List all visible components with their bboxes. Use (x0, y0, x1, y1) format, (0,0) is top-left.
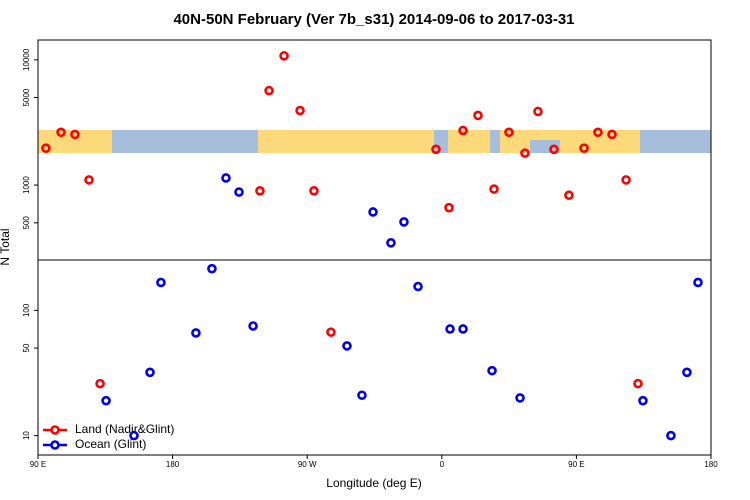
y-tick-label: 500 (22, 216, 31, 230)
legend-label: Ocean (Glint) (75, 437, 146, 451)
point (549, 144, 559, 155)
point (145, 367, 155, 378)
point (693, 277, 703, 288)
point (607, 129, 617, 140)
point (520, 148, 530, 158)
x-axis-label: Longitude (deg E) (326, 476, 421, 490)
point (234, 187, 244, 197)
point (682, 367, 692, 378)
point (221, 173, 231, 183)
y-tick-label: 5000 (22, 88, 31, 106)
point (70, 129, 80, 140)
point (101, 395, 111, 406)
legend-label: Land (Nadir&Glint) (75, 422, 174, 436)
point (489, 184, 499, 194)
point (458, 324, 468, 334)
point (593, 127, 603, 138)
point (487, 365, 497, 376)
point (357, 390, 367, 401)
point (191, 328, 201, 338)
legend: Land (Nadir&Glint)Ocean (Glint) (43, 422, 174, 451)
point (458, 125, 468, 136)
point (444, 202, 454, 213)
x-tick-label: 90 E (30, 460, 46, 469)
point (413, 281, 423, 292)
point (666, 430, 676, 441)
x-tick-label: 0 (440, 460, 445, 469)
legend-marker (50, 440, 60, 450)
point (386, 238, 396, 248)
map-band (38, 130, 711, 153)
point (431, 144, 441, 155)
y-tick-label: 10000 (22, 48, 31, 71)
chart-title: 40N-50N February (Ver 7b_s31) 2014-09-06… (173, 11, 574, 28)
legend-marker (50, 425, 60, 435)
point (579, 143, 589, 154)
point (156, 277, 166, 288)
point (621, 175, 631, 185)
point (368, 207, 378, 217)
point (295, 105, 305, 116)
x-tick-label: 180 (166, 460, 180, 469)
point (56, 127, 66, 138)
point (264, 85, 274, 96)
point (473, 110, 483, 121)
point (41, 143, 51, 154)
point (255, 186, 265, 196)
point (633, 378, 643, 389)
point (309, 186, 319, 196)
point (84, 175, 94, 185)
point (515, 393, 525, 403)
y-axis-label: N Total (0, 228, 12, 265)
y-tick-label: 1000 (22, 176, 31, 194)
point (129, 430, 139, 441)
plot-frame (37, 39, 712, 456)
point (564, 190, 574, 201)
x-tick-label: 90 E (568, 460, 584, 469)
point (533, 106, 543, 117)
x-tick-label: 90 W (298, 460, 317, 469)
point (207, 263, 217, 274)
point (445, 324, 455, 334)
y-tick-label: 10 (22, 431, 31, 440)
y-tick-label: 50 (22, 343, 31, 352)
point (504, 127, 514, 138)
x-tick-label: 180 (704, 460, 718, 469)
point (342, 341, 352, 351)
point (248, 321, 258, 331)
y-tick-label: 100 (22, 303, 31, 317)
point (638, 395, 648, 406)
point (95, 378, 105, 389)
point (326, 327, 336, 337)
point (399, 217, 409, 227)
point (279, 51, 289, 61)
